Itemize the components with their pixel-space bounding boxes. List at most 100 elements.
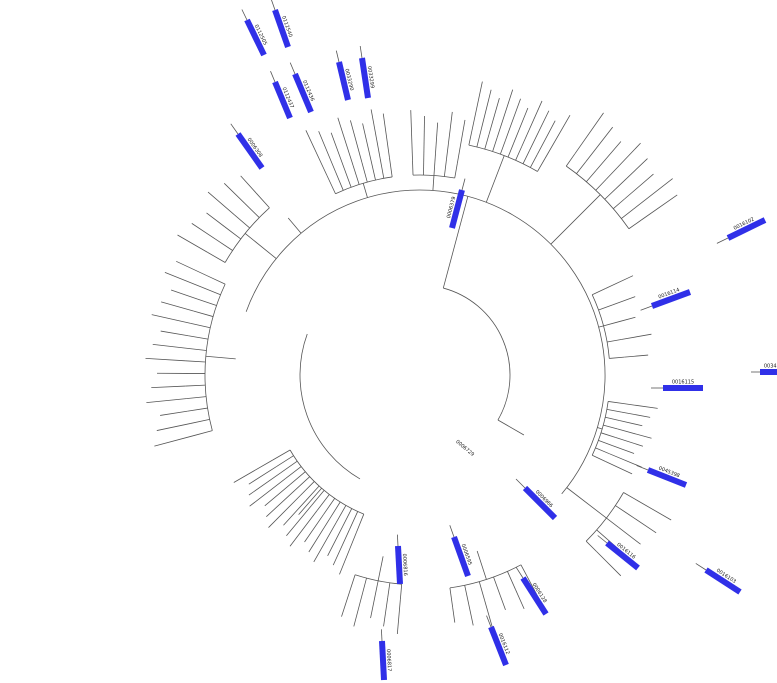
stem (359, 45, 363, 59)
branch (189, 419, 210, 424)
branch (605, 275, 634, 289)
branch (350, 574, 356, 590)
branch (566, 487, 607, 519)
branch (621, 411, 651, 418)
branch (332, 529, 350, 566)
branch (337, 117, 354, 166)
branch (370, 595, 376, 619)
bar (704, 567, 742, 595)
branch (622, 403, 658, 409)
stem (381, 629, 383, 642)
branch (207, 191, 235, 216)
branch (343, 168, 352, 188)
branch (248, 466, 277, 485)
branch (255, 192, 270, 209)
branch (597, 427, 603, 430)
branch (382, 113, 390, 158)
branch (244, 203, 260, 218)
branch (612, 445, 635, 454)
branch (464, 585, 470, 605)
branch (185, 384, 206, 387)
branch (449, 587, 454, 608)
stem (636, 465, 649, 471)
branch (492, 137, 498, 152)
branch (603, 321, 619, 327)
branch (434, 122, 439, 161)
branch (529, 154, 538, 168)
branch (574, 112, 604, 155)
branch (499, 139, 506, 155)
branch (170, 289, 198, 300)
branch (624, 173, 654, 200)
branch (206, 275, 226, 285)
branch (206, 212, 226, 228)
bar (336, 61, 351, 101)
branch (615, 505, 629, 515)
bar (522, 485, 558, 521)
branch (515, 146, 523, 161)
branch (595, 179, 607, 191)
branch (193, 310, 214, 317)
stem (271, 0, 276, 11)
branch (537, 158, 546, 172)
branch (349, 511, 359, 530)
branch (190, 322, 211, 329)
bar (272, 9, 291, 48)
branch (605, 416, 620, 422)
branch (299, 481, 315, 496)
branch (468, 130, 473, 146)
branch (396, 599, 401, 635)
branch (156, 423, 191, 431)
branch (201, 286, 221, 296)
branch (151, 385, 186, 389)
branch (507, 143, 515, 158)
branch (145, 357, 186, 362)
branch (353, 592, 364, 627)
branch (289, 510, 318, 547)
stem (289, 62, 296, 75)
branch (640, 194, 678, 221)
branch (636, 499, 672, 521)
stem (486, 615, 492, 628)
branch (287, 217, 302, 234)
node-label: 0033299 (366, 66, 375, 89)
branch (379, 158, 385, 179)
branch (272, 449, 291, 461)
branch (632, 178, 673, 210)
branch (160, 410, 188, 416)
branch (146, 398, 187, 404)
branch (185, 360, 206, 363)
branch (627, 513, 657, 534)
branch (619, 420, 643, 427)
branch (537, 120, 556, 155)
node-label: 0016115 (672, 380, 694, 386)
branch (484, 134, 490, 150)
node-label: 0033290 (343, 68, 354, 91)
branch-arc (443, 287, 511, 421)
branch (311, 490, 325, 506)
branch (327, 526, 344, 556)
branch (480, 89, 492, 133)
branch (496, 89, 514, 138)
branch (244, 233, 277, 259)
bar (235, 132, 265, 170)
branch (612, 296, 636, 306)
branch (164, 271, 203, 288)
branch (318, 131, 336, 173)
branch (615, 436, 644, 447)
branch (476, 550, 487, 580)
branch (529, 110, 550, 151)
branch (485, 155, 505, 203)
branch (454, 163, 458, 179)
stem (597, 535, 608, 544)
branch (432, 175, 435, 191)
stem (695, 563, 707, 571)
branch (478, 581, 486, 602)
branch (595, 447, 610, 455)
branch (433, 160, 436, 176)
branch (374, 580, 379, 596)
branch (592, 454, 606, 462)
tree-branches (145, 0, 760, 642)
stem (230, 123, 239, 135)
branch (205, 355, 236, 360)
